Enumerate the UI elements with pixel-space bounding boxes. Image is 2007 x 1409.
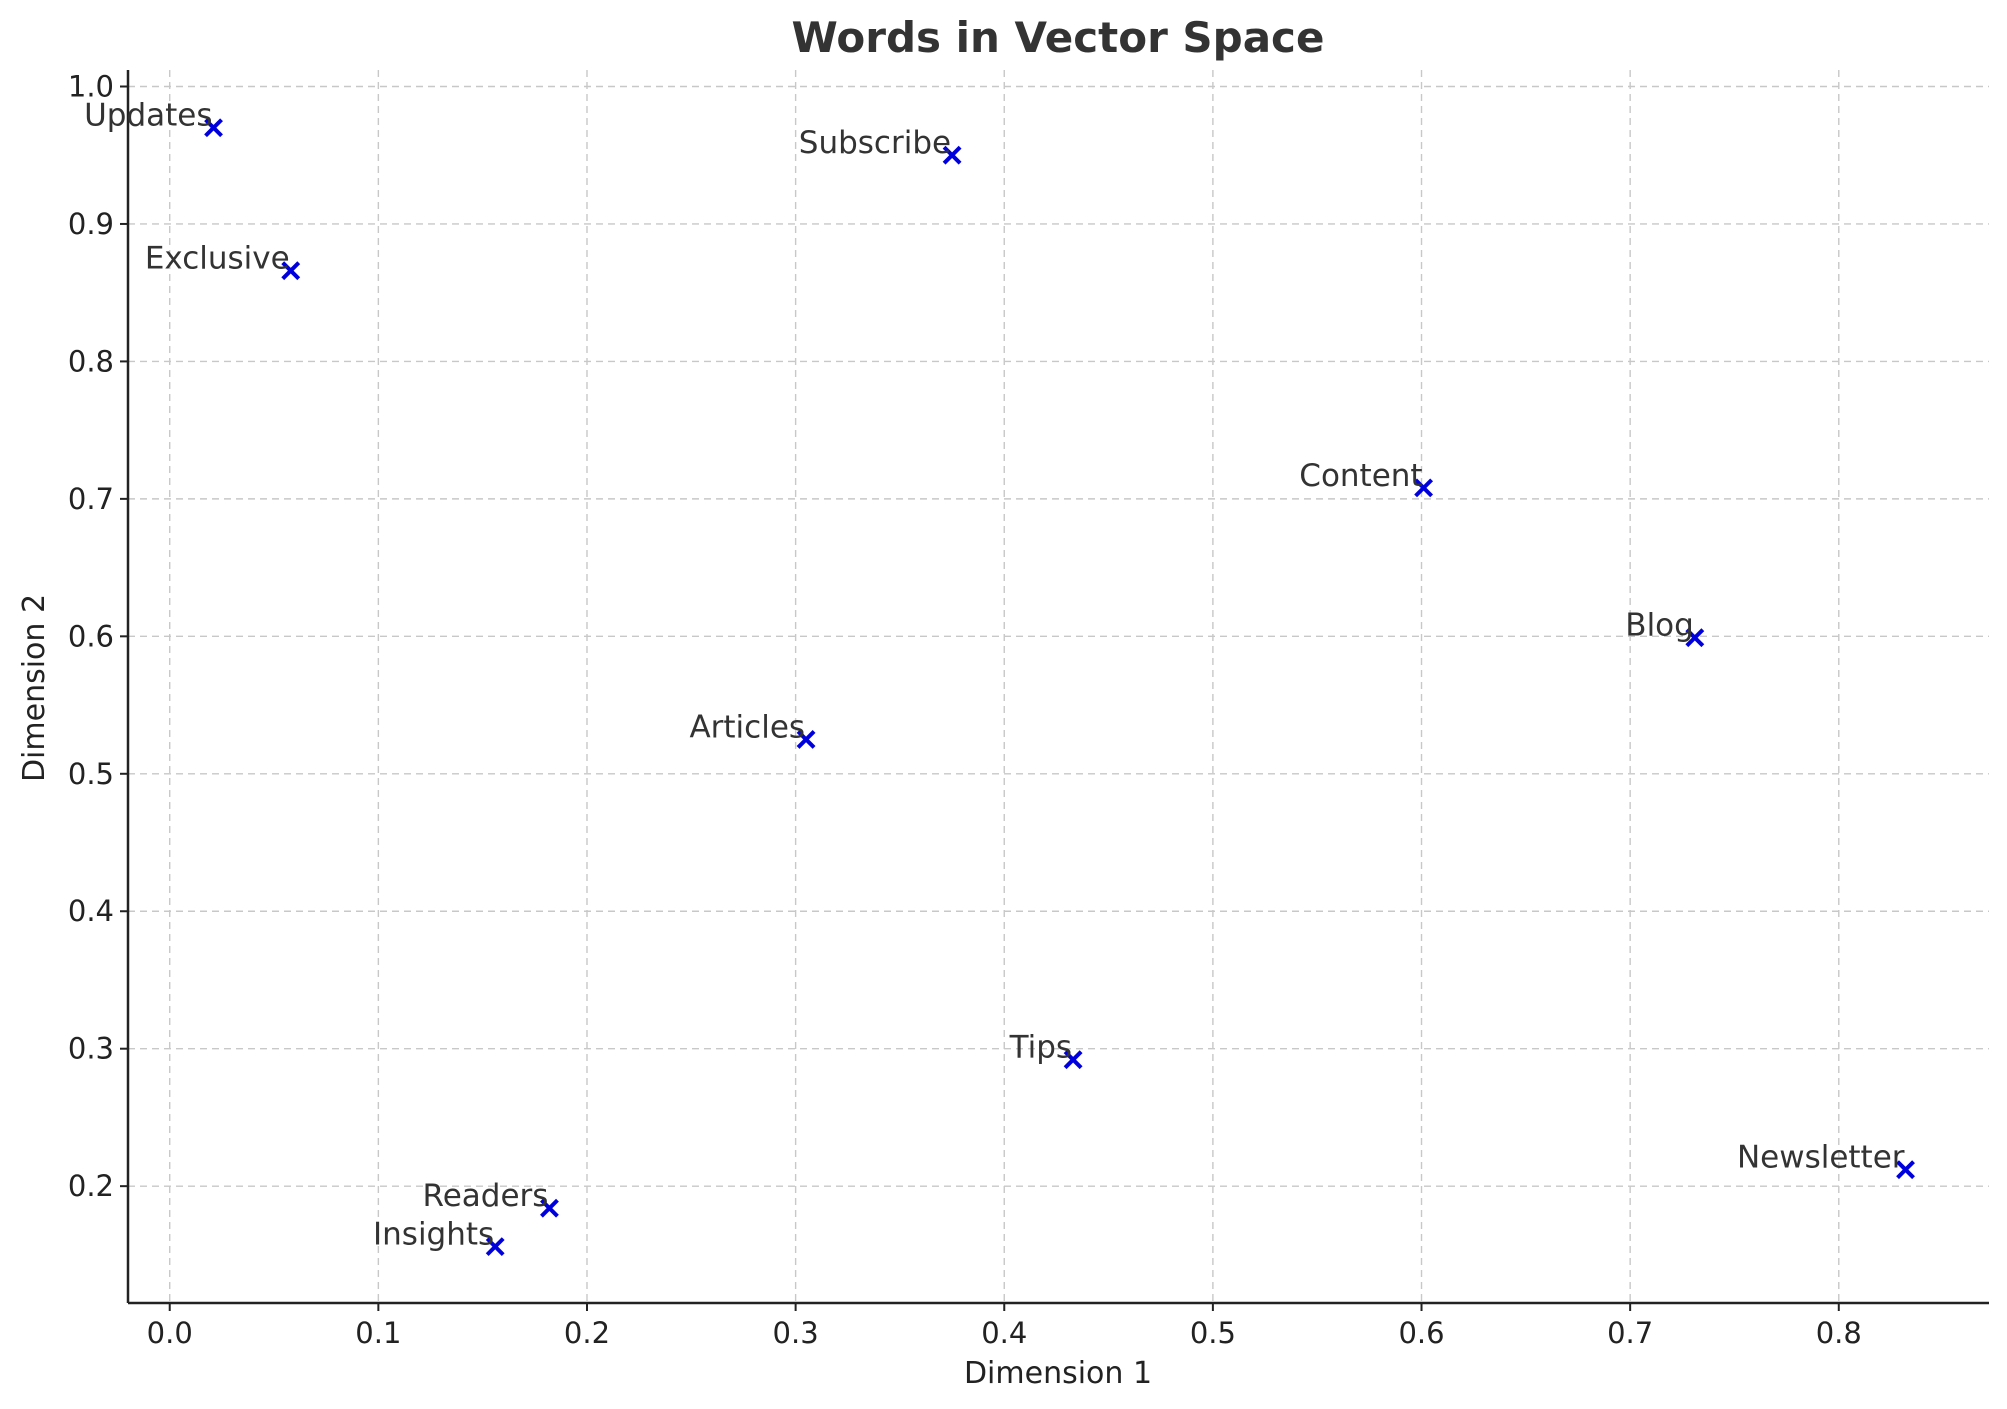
x-axis-label: Dimension 1 <box>964 1356 1152 1391</box>
point-label-readers: Readers <box>423 1178 549 1214</box>
scatter-point-newsletter <box>1896 1160 1915 1180</box>
scatter-point-blog <box>1685 628 1705 648</box>
tick-layer: 0.0 0.1 0.2 0.3 0.4 0.5 0.6 0.7 0.8 0.2 0.3 0.4 0.5 0… <box>68 69 1862 1350</box>
x-marker-stroke <box>1414 478 1434 498</box>
x-tick-label-5: 0.5 <box>1190 1316 1236 1350</box>
x-marker-stroke <box>1896 1160 1915 1180</box>
point-label-exclusive: Exclusive <box>145 241 290 277</box>
scatter-point-subscribe <box>942 145 962 165</box>
scatter-point-updates <box>204 118 223 138</box>
point-label-updates: Updates <box>84 98 212 134</box>
point-label-content: Content <box>1299 458 1422 494</box>
grid-layer <box>128 70 1989 1303</box>
y-tick-label-4: 0.6 <box>68 619 114 653</box>
scatter-point-content <box>1414 478 1434 498</box>
y-tick-label-2: 0.4 <box>68 894 114 928</box>
x-tick-label-4: 0.4 <box>981 1316 1027 1350</box>
y-tick-label-7: 0.9 <box>68 207 114 241</box>
point-label-tips: Tips <box>1009 1030 1072 1066</box>
scatter-point-insights <box>485 1237 505 1257</box>
y-tick-label-6: 0.8 <box>68 344 114 378</box>
scatter-point-exclusive <box>281 261 301 281</box>
y-tick-label-0: 0.2 <box>68 1169 114 1203</box>
x-tick-label-7: 0.7 <box>1607 1316 1653 1350</box>
x-tick-label-1: 0.1 <box>355 1316 401 1350</box>
point-label-newsletter: Newsletter <box>1737 1140 1905 1176</box>
x-marker-stroke <box>1063 1050 1083 1070</box>
point-label-blog: Blog <box>1625 608 1694 644</box>
scatter-point-readers <box>540 1198 559 1218</box>
x-marker-stroke <box>796 730 816 749</box>
point-label-subscribe: Subscribe <box>799 125 951 161</box>
point-label-insights: Insights <box>373 1217 494 1253</box>
scatter-point-articles <box>796 730 816 749</box>
point-label-articles: Articles <box>689 709 805 745</box>
x-tick-label-6: 0.6 <box>1398 1316 1444 1350</box>
chart-title: Words in Vector Space <box>792 13 1325 62</box>
x-marker-stroke <box>540 1198 559 1218</box>
scatter-point-tips <box>1063 1050 1083 1070</box>
y-tick-label-3: 0.5 <box>68 757 114 791</box>
y-tick-label-1: 0.3 <box>68 1032 114 1066</box>
y-tick-label-5: 0.7 <box>68 482 114 516</box>
x-marker-stroke <box>485 1237 505 1257</box>
x-tick-label-0: 0.0 <box>147 1316 193 1350</box>
x-marker-stroke <box>204 118 223 138</box>
x-marker-stroke <box>942 145 962 165</box>
x-marker-stroke <box>1685 628 1705 648</box>
x-marker-stroke <box>281 261 301 281</box>
x-tick-label-8: 0.8 <box>1816 1316 1862 1350</box>
x-tick-label-2: 0.2 <box>564 1316 610 1350</box>
axes-spines <box>126 70 1989 1305</box>
point-layer: Updates Subscribe Exclusive Content Blog Arti… <box>84 98 1915 1257</box>
y-tick-label-8: 1.0 <box>68 69 114 103</box>
y-axis-label: Dimension 2 <box>17 594 52 782</box>
x-tick-label-3: 0.3 <box>773 1316 819 1350</box>
